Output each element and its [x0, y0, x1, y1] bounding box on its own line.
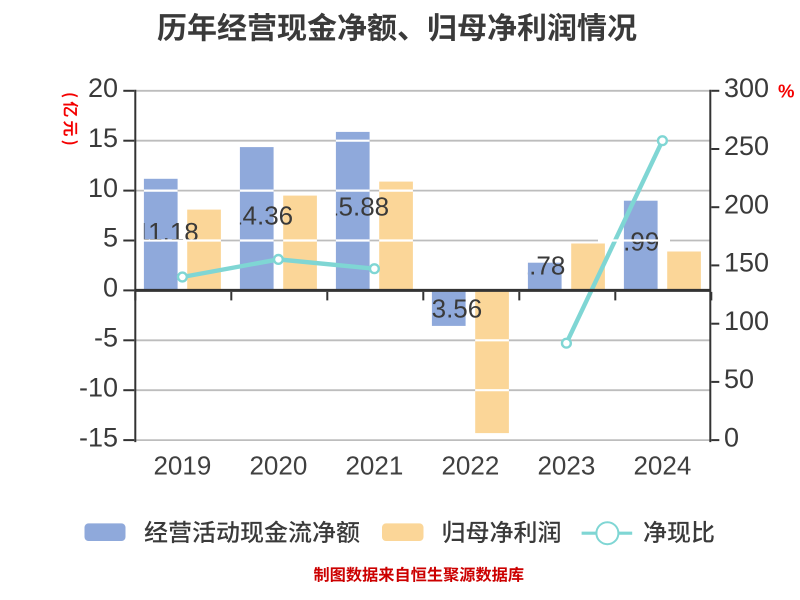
svg-text:%: %	[778, 81, 794, 102]
svg-text:200: 200	[724, 189, 769, 219]
svg-text:8.99: 8.99	[609, 227, 660, 257]
svg-text:250: 250	[724, 131, 769, 161]
svg-text:0: 0	[724, 422, 739, 452]
svg-text:-15: -15	[79, 422, 118, 452]
svg-text:300: 300	[724, 73, 769, 103]
svg-text:15: 15	[88, 123, 118, 153]
svg-text:10: 10	[88, 173, 118, 203]
svg-text:2019: 2019	[153, 450, 211, 480]
svg-text:-10: -10	[79, 372, 118, 402]
svg-text:2020: 2020	[249, 450, 307, 480]
svg-text:2.78: 2.78	[515, 250, 566, 280]
svg-text:2023: 2023	[537, 450, 595, 480]
svg-text:14.36: 14.36	[228, 200, 293, 230]
svg-text:-5: -5	[94, 323, 118, 353]
svg-text:50: 50	[724, 364, 754, 394]
svg-text:15.88: 15.88	[324, 191, 389, 221]
svg-text:2024: 2024	[633, 450, 691, 480]
svg-text:11.18: 11.18	[136, 217, 199, 247]
svg-text:100: 100	[724, 306, 769, 336]
svg-text:2022: 2022	[441, 450, 499, 480]
svg-text:-3.56: -3.56	[423, 293, 482, 323]
svg-text:5: 5	[103, 223, 118, 253]
svg-text:20: 20	[88, 73, 118, 103]
svg-text:0: 0	[103, 273, 118, 303]
svg-text:150: 150	[724, 248, 769, 278]
svg-text:2021: 2021	[345, 450, 403, 480]
